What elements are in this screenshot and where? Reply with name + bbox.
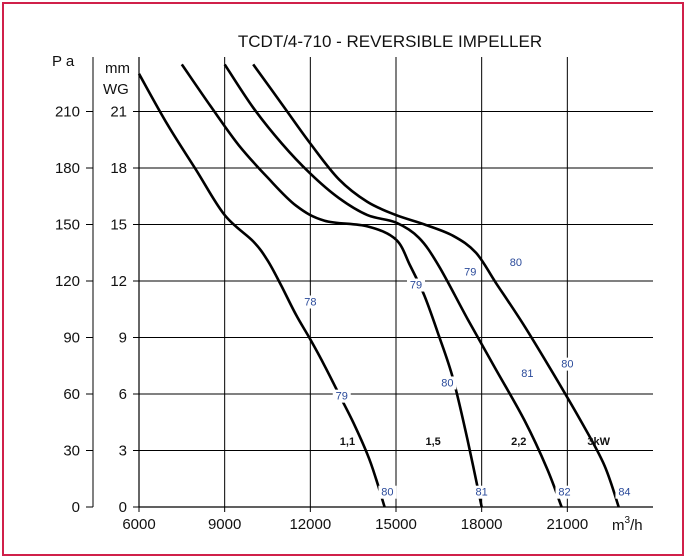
right-axis-unit-label-line2: WG (103, 81, 129, 98)
chart-title: TCDT/4-710 - REVERSIBLE IMPELLER (238, 32, 542, 51)
noise-label-bg (506, 255, 525, 269)
x-tick-label: 9000 (208, 516, 241, 533)
noise-level-label: 80 (510, 257, 522, 269)
x-tick-label: 15000 (375, 516, 417, 533)
x-tick-label: 12000 (289, 516, 331, 533)
curve-power-label: 3kW (587, 436, 610, 448)
curve-annotations: 78 79 80 79 80 81 79 81 82 80 80 84 1,1 1,5 2,2 3kW (301, 255, 634, 499)
curve-power-label: 2,2 (511, 436, 526, 448)
y-tick-label-mmwg: 0 (119, 499, 127, 516)
y-tick-label-pa: 60 (63, 386, 80, 403)
noise-label-bg (406, 278, 425, 292)
x-tick-label: 18000 (461, 516, 503, 533)
noise-level-label: 82 (558, 487, 570, 499)
curve-2-2 (223, 63, 563, 508)
noise-label-bg (378, 485, 397, 499)
noise-label-bg (518, 367, 537, 381)
noise-label-bg (438, 376, 457, 390)
noise-level-label: 81 (521, 368, 533, 380)
curve-power-label: 1,1 (340, 436, 355, 448)
y-tick-label-pa: 30 (63, 443, 80, 460)
x-axis-unit-perh: /h (630, 517, 643, 534)
noise-level-label: 78 (304, 296, 316, 308)
y-tick-label-pa: 150 (55, 217, 80, 234)
noise-label-bg (615, 485, 634, 499)
noise-label-bg (332, 389, 351, 403)
noise-level-label: 81 (476, 487, 488, 499)
y-tick-label-pa: 90 (63, 330, 80, 347)
noise-level-label: 84 (618, 487, 630, 499)
x-tick-label: 21000 (546, 516, 588, 533)
grid-lines (139, 57, 653, 507)
y-tick-label-mmwg: 15 (110, 217, 127, 234)
curve-1-1 (137, 73, 386, 508)
noise-label-bg (555, 485, 574, 499)
y-tick-label-mmwg: 21 (110, 104, 127, 121)
y-tick-label-mmwg: 3 (119, 443, 127, 460)
noise-level-label: 79 (410, 280, 422, 292)
tick-labels: 0 0 30 3 60 6 90 9 120 12 150 15 180 18 210 21 6000 9000 1… (55, 104, 588, 534)
x-axis-unit-label: m3/h (612, 515, 643, 534)
x-axis-unit-sup: 3 (625, 515, 631, 526)
noise-label-bg (472, 485, 491, 499)
curve-3kw (252, 63, 620, 508)
y-tick-label-pa: 120 (55, 273, 80, 290)
noise-level-label: 80 (561, 359, 573, 371)
y-tick-label-mmwg: 18 (110, 160, 127, 177)
y-tick-label-pa: 210 (55, 104, 80, 121)
noise-level-label: 79 (464, 266, 476, 278)
performance-curves (137, 63, 620, 508)
noise-level-label: 80 (381, 487, 393, 499)
curve-power-label: 1,5 (425, 436, 440, 448)
left-axis-unit-label: P a (52, 53, 75, 70)
y-tick-label-pa: 0 (72, 499, 80, 516)
y-tick-label-mmwg: 12 (110, 273, 127, 290)
noise-label-bg (461, 265, 480, 279)
noise-label-bg (301, 295, 320, 309)
noise-level-label: 79 (336, 391, 348, 403)
noise-label-bg (558, 357, 577, 371)
x-tick-label: 6000 (122, 516, 155, 533)
x-axis-unit-m: m (612, 517, 625, 534)
y-tick-label-mmwg: 9 (119, 330, 127, 347)
y-tick-label-pa: 180 (55, 160, 80, 177)
y-tick-label-mmwg: 6 (119, 386, 127, 403)
noise-level-label: 80 (441, 377, 453, 389)
axes (86, 57, 653, 512)
right-axis-unit-label-line1: mm (105, 60, 130, 77)
